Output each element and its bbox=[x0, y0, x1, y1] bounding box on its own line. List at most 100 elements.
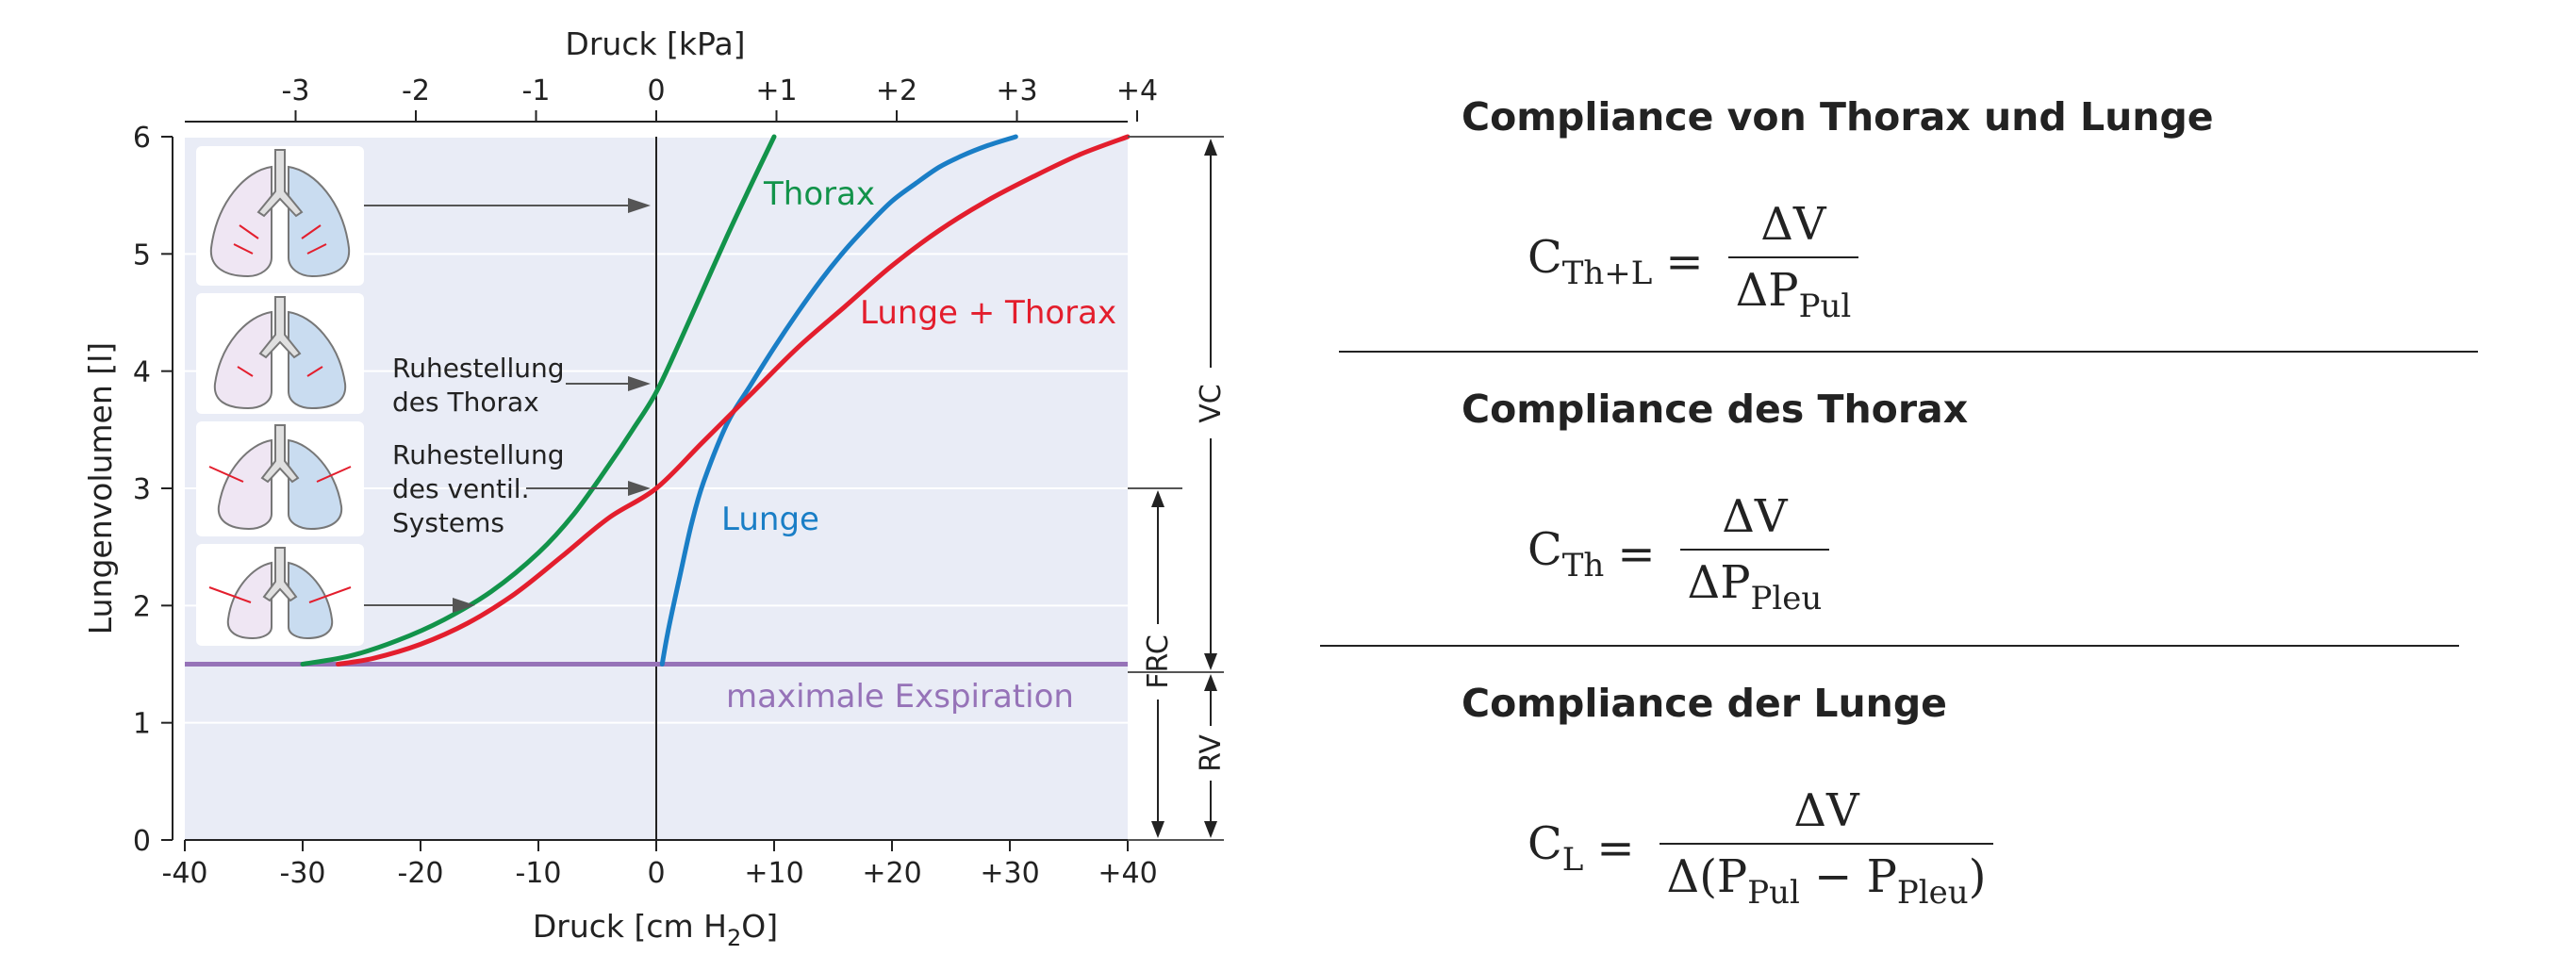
formula-den-close: ) bbox=[1968, 850, 1987, 903]
right-lung-shape bbox=[288, 438, 343, 531]
top-tick-label: +4 bbox=[1116, 74, 1158, 107]
divider-1 bbox=[1339, 351, 2478, 353]
top-tick-label: +3 bbox=[996, 74, 1037, 107]
formula-panel: Compliance von Thorax und Lunge CTh+L = … bbox=[1311, 75, 2508, 943]
formula-lhs-sub: Th bbox=[1561, 547, 1605, 585]
formula-lhs: CTh bbox=[1527, 523, 1604, 585]
volume-label-rv: RV bbox=[1195, 734, 1228, 772]
formula-den-operator: − P bbox=[1799, 850, 1897, 903]
y-tick-label: 6 bbox=[133, 122, 151, 155]
x-tick-label: 0 bbox=[647, 857, 665, 890]
lung-thumbnail-2 bbox=[196, 293, 364, 414]
pointer-arrow-1 bbox=[364, 198, 651, 213]
formula-fraction: ΔV Δ(PPul − PPleu) bbox=[1659, 784, 1994, 912]
annotation-ruhe-thorax: Ruhestellung des Thorax bbox=[392, 353, 572, 418]
curve-label-thorax: Thorax bbox=[763, 175, 875, 213]
annotation-ruhe-thorax-line1: Ruhestellung bbox=[392, 353, 565, 384]
x-axis-title: Druck [cm H2O] bbox=[533, 908, 778, 951]
y-tick-label: 4 bbox=[133, 356, 151, 389]
series-line-thorax bbox=[300, 134, 777, 667]
x-tick-label: -20 bbox=[398, 857, 444, 890]
x-tick-label: +10 bbox=[744, 857, 803, 890]
left-lung-shape bbox=[226, 561, 272, 640]
x-axis-title-main: Druck [cm H bbox=[533, 908, 727, 945]
annotation-ruhe-system-line2: des ventil. bbox=[392, 473, 529, 504]
formula-lhs-symbol: C bbox=[1527, 523, 1562, 576]
formula-lhs-symbol: C bbox=[1527, 817, 1562, 870]
arrow-left bbox=[208, 586, 252, 603]
formula-equals: = bbox=[1665, 235, 1704, 288]
trachea-shape bbox=[262, 547, 298, 602]
annotation-ruhe-system-line3: Systems bbox=[392, 507, 504, 538]
top-axis-ticks: -3 -2 -1 0 +1 +2 +3 +4 bbox=[282, 74, 1158, 122]
lung-thumbnail-4 bbox=[196, 544, 364, 646]
formula-equals: = bbox=[1617, 527, 1656, 581]
arrow-left bbox=[239, 224, 259, 239]
top-tick-label: -3 bbox=[282, 74, 310, 107]
arrow-right bbox=[308, 586, 352, 603]
top-axis-title: Druck [kPa] bbox=[565, 25, 745, 62]
volume-label-frc: FRC bbox=[1142, 634, 1175, 689]
y-tick-label: 5 bbox=[133, 239, 151, 272]
arrow-right bbox=[316, 466, 352, 483]
trachea-shape bbox=[260, 424, 300, 484]
formula-den-symbol: ΔP bbox=[1735, 264, 1799, 317]
top-tick-label: +2 bbox=[876, 74, 917, 107]
curve-label-lunge: Lunge bbox=[721, 501, 819, 538]
right-lung-shape bbox=[288, 561, 334, 640]
vc-arrow-top bbox=[1204, 139, 1217, 156]
y-tick-label: 0 bbox=[133, 825, 151, 858]
top-tick-label: -2 bbox=[402, 74, 430, 107]
lung-thumbnail-1 bbox=[196, 146, 364, 286]
y-tick-label: 2 bbox=[133, 590, 151, 623]
annotation-ruhe-thorax-line2: des Thorax bbox=[392, 387, 539, 418]
arrow-left-2 bbox=[233, 243, 254, 255]
x-tick-label: -30 bbox=[280, 857, 326, 890]
formula-den-symbol: ΔP bbox=[1687, 556, 1751, 609]
top-tick-label: 0 bbox=[647, 74, 665, 107]
volume-brackets: VC FRC RV bbox=[1128, 136, 1228, 841]
compliance-chart: -3 -2 -1 0 +1 +2 +3 +4 Druck [kPa] -40 -30 -20 -10… bbox=[82, 25, 1228, 951]
curve-label-lunge-thorax: Lunge + Thorax bbox=[860, 294, 1116, 332]
vc-arrow-bottom bbox=[1204, 653, 1217, 670]
x-axis-ticks: -40 -30 -20 -10 0 +10 +20 +30 +40 bbox=[162, 840, 1158, 890]
formula-lhs: CTh+L bbox=[1527, 231, 1652, 292]
right-lung-shape bbox=[288, 165, 351, 278]
left-lung-shape bbox=[213, 310, 272, 410]
series-line-lunge bbox=[659, 134, 1018, 667]
annotation-ruhe-system: Ruhestellung des ventil. Systems bbox=[392, 439, 572, 538]
trachea-shape bbox=[256, 149, 304, 218]
formula-numerator: ΔV bbox=[1793, 784, 1859, 837]
formula-den-sub: Pleu bbox=[1750, 580, 1823, 617]
frc-arrow-top bbox=[1151, 490, 1164, 507]
formula-thorax-lunge: CTh+L = ΔV ΔPPul bbox=[1527, 198, 1859, 325]
formula-denominator: Δ(PPul − PPleu) bbox=[1659, 843, 1994, 912]
formula-numerator: ΔV bbox=[1722, 490, 1788, 543]
formula-numerator: ΔV bbox=[1760, 198, 1826, 251]
right-lung-shape bbox=[288, 310, 347, 410]
arrow-left bbox=[237, 366, 254, 377]
arrow-left bbox=[208, 466, 244, 483]
left-lung-shape bbox=[209, 165, 272, 278]
arrow-right bbox=[306, 366, 323, 377]
rv-arrow-top bbox=[1204, 674, 1217, 691]
arrow-right-2 bbox=[306, 243, 327, 255]
x-tick-label: -40 bbox=[162, 857, 208, 890]
formula-thorax: CTh = ΔV ΔPPleu bbox=[1527, 490, 1830, 617]
rv-arrow-bottom bbox=[1204, 821, 1217, 838]
formula-den-sub-a: Pul bbox=[1747, 874, 1800, 912]
formula-den-sub: Pul bbox=[1798, 288, 1852, 325]
x-axis-title-end: O] bbox=[741, 908, 778, 945]
formula-den-sub-b: Pleu bbox=[1896, 874, 1969, 912]
formula-den-part-a: Δ(P bbox=[1666, 850, 1748, 903]
left-lung-shape bbox=[217, 438, 272, 531]
formula-lhs-symbol: C bbox=[1527, 231, 1562, 284]
x-tick-label: +40 bbox=[1098, 857, 1157, 890]
formula-title-lunge: Compliance der Lunge bbox=[1461, 681, 1947, 726]
formula-lhs-sub: Th+L bbox=[1561, 255, 1653, 292]
formula-lunge: CL = ΔV Δ(PPul − PPleu) bbox=[1527, 784, 1994, 912]
y-tick-label: 3 bbox=[133, 473, 151, 506]
series-layer bbox=[300, 134, 1131, 667]
frc-arrow-bottom bbox=[1151, 821, 1164, 838]
annotation-ruhe-system-line1: Ruhestellung bbox=[392, 439, 565, 470]
